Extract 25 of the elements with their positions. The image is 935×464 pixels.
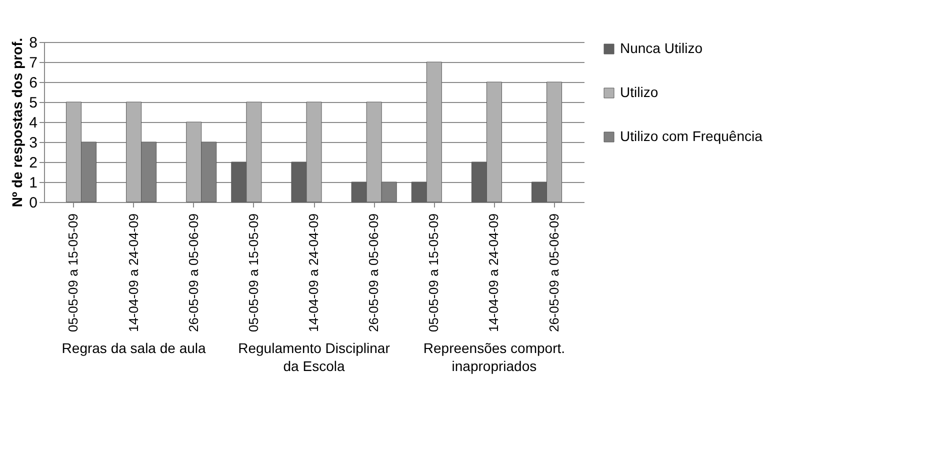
y-tick-label: 7 <box>29 54 38 72</box>
x-tick-label: 26-05-09 a 05-06-09 <box>366 214 382 332</box>
legend-label: Nunca Utilizo <box>620 40 703 56</box>
text: Regras da sala de aula <box>62 340 206 356</box>
x-tick-label: 14-04-09 a 24-04-09 <box>486 214 502 332</box>
y-tick-label: 5 <box>29 94 38 112</box>
x-tick-label: 14-04-09 a 24-04-09 <box>126 214 141 332</box>
legend-label: Utilizo com Frequência <box>620 128 763 144</box>
y-axis-title: Nº de respostas dos prof. <box>9 38 26 208</box>
x-tick-label: 26-05-09 a 05-06-09 <box>546 214 562 332</box>
y-tick-label: 8 <box>29 34 38 52</box>
y-tick-label: 3 <box>29 134 38 152</box>
text: Repreensões comport. inapropriados <box>423 340 566 374</box>
y-tick-label: 4 <box>29 114 38 132</box>
text: Regulamento Disciplinar da Escola <box>238 340 390 374</box>
x-tick-label: 14-04-09 a 24-04-09 <box>306 214 321 332</box>
x-tick-label: 05-05-09 a 15-05-09 <box>66 214 81 332</box>
y-tick-label: 1 <box>29 174 38 192</box>
x-tick-label: 05-05-09 a 15-05-09 <box>246 214 261 332</box>
x-tick-label: 26-05-09 a 05-06-09 <box>186 214 201 332</box>
legend-label: Utilizo <box>620 84 658 100</box>
x-tick-label: 05-05-09 a 15-05-09 <box>426 214 442 332</box>
y-tick-label: 0 <box>29 194 38 212</box>
y-tick-label: 6 <box>29 74 38 92</box>
y-tick-label: 2 <box>29 154 38 172</box>
